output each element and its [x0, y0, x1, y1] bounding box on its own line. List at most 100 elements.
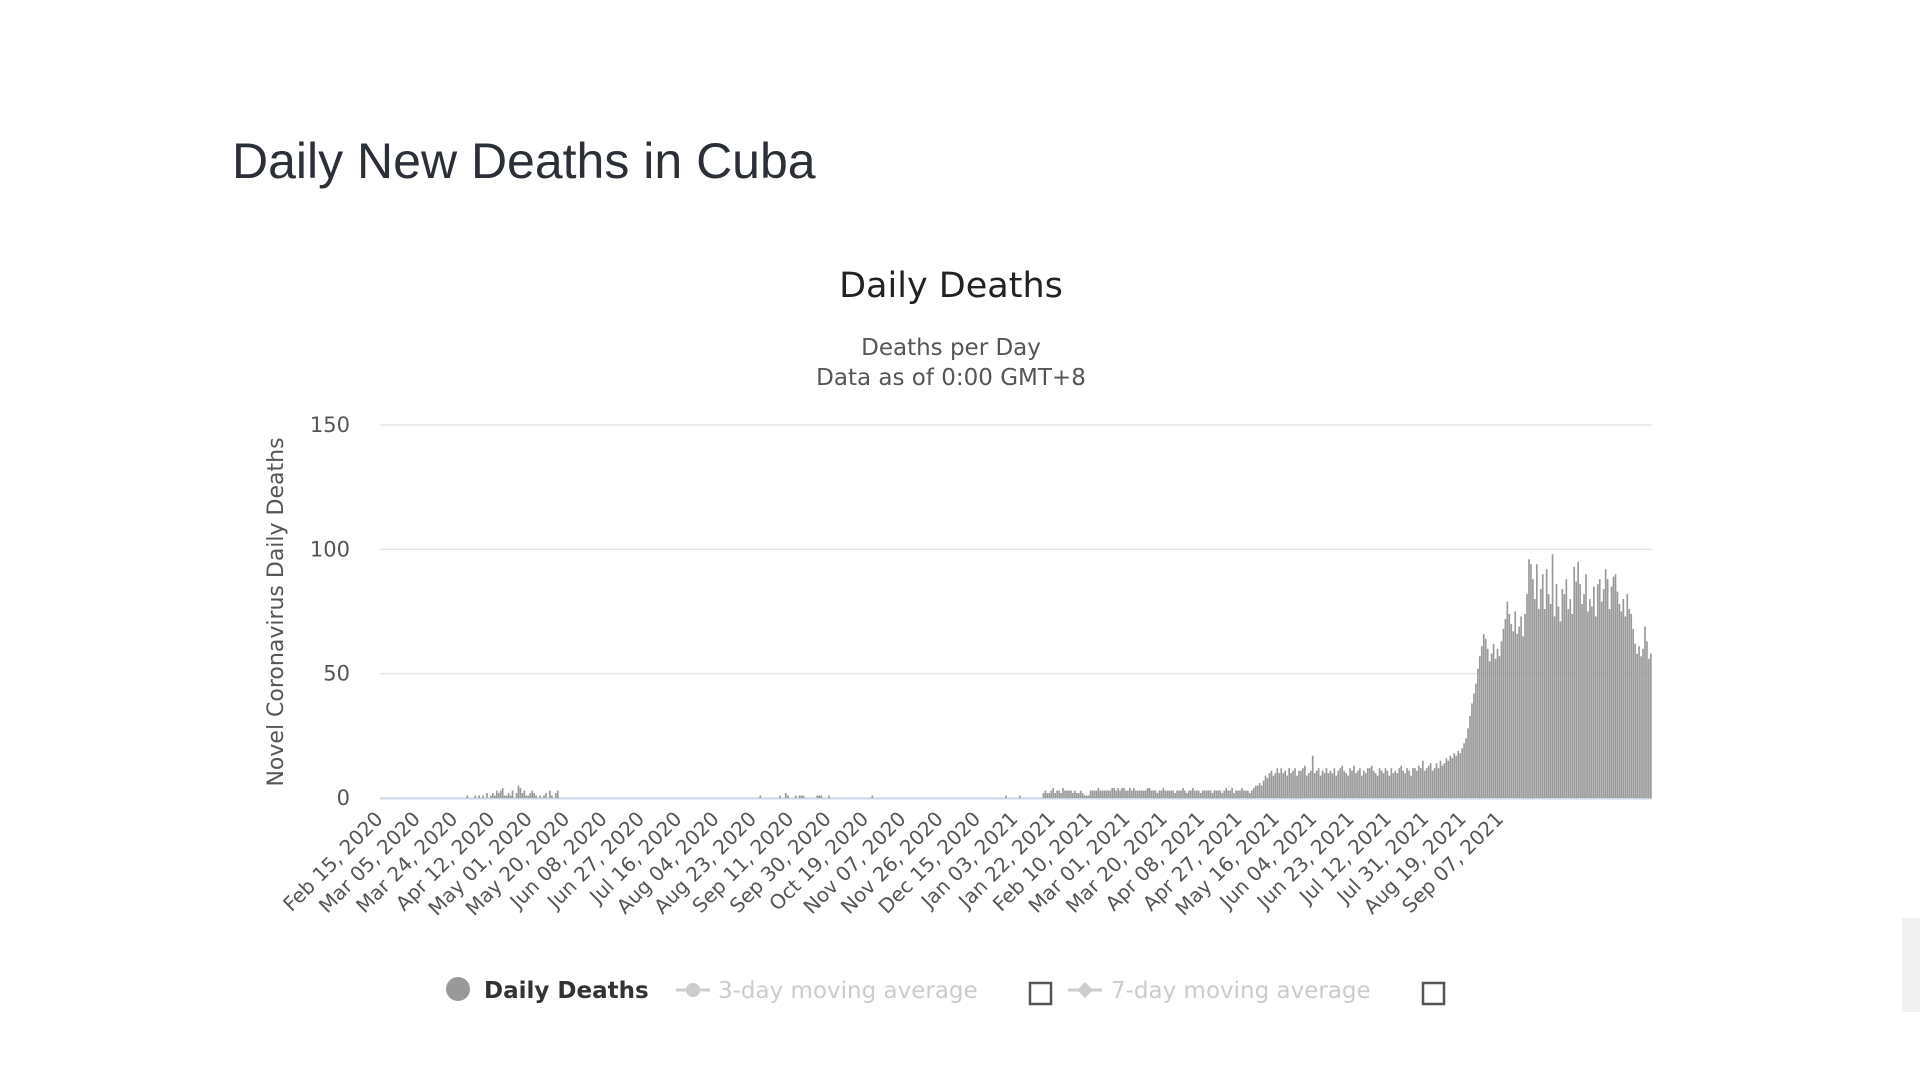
checkbox-7-day[interactable]: [1421, 981, 1446, 1006]
bar[interactable]: [1062, 788, 1064, 798]
bar[interactable]: [1260, 785, 1263, 798]
bar[interactable]: [1372, 770, 1375, 798]
bar[interactable]: [1245, 790, 1247, 798]
bar[interactable]: [1547, 594, 1550, 798]
bar[interactable]: [511, 790, 514, 798]
bar[interactable]: [1404, 773, 1406, 798]
bar[interactable]: [1410, 775, 1412, 798]
bar[interactable]: [1058, 790, 1060, 798]
bar[interactable]: [1522, 636, 1524, 798]
bar[interactable]: [1390, 768, 1393, 798]
bar[interactable]: [1506, 601, 1509, 798]
bar[interactable]: [1180, 790, 1182, 798]
bar[interactable]: [482, 795, 484, 798]
bar[interactable]: [1189, 790, 1192, 798]
bar[interactable]: [1107, 790, 1110, 798]
bar[interactable]: [1229, 790, 1231, 798]
bar[interactable]: [1459, 753, 1461, 798]
bar[interactable]: [478, 795, 480, 798]
bar[interactable]: [1589, 599, 1591, 798]
bar[interactable]: [1600, 601, 1603, 798]
bar[interactable]: [785, 793, 787, 798]
bar[interactable]: [1156, 793, 1159, 798]
bar[interactable]: [802, 795, 805, 798]
bar[interactable]: [1453, 753, 1456, 798]
bar[interactable]: [1457, 750, 1460, 798]
bar[interactable]: [1123, 788, 1125, 798]
bar[interactable]: [1195, 790, 1198, 798]
bar[interactable]: [1091, 790, 1094, 798]
bar[interactable]: [1463, 743, 1465, 798]
bar[interactable]: [1146, 788, 1149, 798]
bar[interactable]: [1614, 574, 1617, 798]
bar[interactable]: [1089, 790, 1092, 798]
bar[interactable]: [474, 795, 477, 798]
bar[interactable]: [1543, 609, 1546, 798]
bar[interactable]: [1184, 790, 1186, 798]
bar[interactable]: [533, 793, 536, 798]
bar[interactable]: [551, 795, 553, 798]
bar[interactable]: [1486, 648, 1489, 798]
bar[interactable]: [1278, 773, 1281, 798]
bar[interactable]: [521, 793, 524, 798]
bar[interactable]: [1388, 775, 1391, 798]
bar[interactable]: [1280, 768, 1283, 798]
bar[interactable]: [1374, 773, 1377, 798]
bar[interactable]: [1435, 763, 1438, 798]
bar[interactable]: [1337, 770, 1340, 798]
bar[interactable]: [1325, 768, 1328, 798]
bar[interactable]: [1427, 765, 1430, 798]
bar[interactable]: [1070, 790, 1072, 798]
bar[interactable]: [1121, 788, 1123, 798]
bar[interactable]: [1087, 795, 1090, 798]
bar[interactable]: [1514, 611, 1517, 799]
bar[interactable]: [1262, 780, 1265, 798]
bar[interactable]: [1420, 768, 1422, 798]
bar[interactable]: [1223, 790, 1226, 798]
bar[interactable]: [1105, 790, 1108, 798]
bar[interactable]: [1266, 778, 1269, 798]
bar[interactable]: [1587, 611, 1589, 799]
bar[interactable]: [1319, 775, 1322, 798]
bar[interactable]: [794, 795, 797, 798]
bar[interactable]: [1630, 613, 1633, 798]
bar[interactable]: [549, 790, 551, 798]
bar[interactable]: [1296, 775, 1298, 798]
bar[interactable]: [1252, 788, 1255, 798]
bar[interactable]: [800, 795, 803, 798]
bar[interactable]: [1117, 788, 1119, 798]
bar[interactable]: [1174, 793, 1176, 798]
bar[interactable]: [1227, 790, 1230, 798]
bar[interactable]: [1131, 790, 1133, 798]
bar[interactable]: [1005, 795, 1007, 798]
legend-item-7-day-moving-average[interactable]: 7-day moving average: [1068, 978, 1446, 1006]
bar[interactable]: [1478, 656, 1481, 798]
bar[interactable]: [1066, 790, 1068, 798]
bar[interactable]: [1482, 633, 1485, 798]
bar[interactable]: [1349, 768, 1351, 798]
bar[interactable]: [1288, 768, 1290, 798]
bar[interactable]: [1323, 773, 1326, 798]
bar[interactable]: [779, 795, 781, 798]
bar[interactable]: [1243, 790, 1245, 798]
bar[interactable]: [1439, 760, 1442, 798]
bar[interactable]: [1620, 611, 1623, 799]
bar[interactable]: [1140, 790, 1143, 798]
bar[interactable]: [1197, 790, 1200, 798]
bar[interactable]: [1516, 633, 1519, 798]
bar[interactable]: [1602, 589, 1605, 798]
bar[interactable]: [1172, 790, 1174, 798]
bar[interactable]: [1186, 793, 1188, 798]
bar[interactable]: [1465, 738, 1467, 798]
bar[interactable]: [1398, 768, 1401, 798]
bar[interactable]: [1351, 770, 1353, 798]
bar[interactable]: [531, 790, 534, 798]
bar[interactable]: [1443, 763, 1446, 798]
bar[interactable]: [1636, 653, 1638, 798]
bar[interactable]: [1097, 788, 1100, 798]
bar[interactable]: [1618, 604, 1621, 798]
bar[interactable]: [1648, 658, 1650, 798]
bar[interactable]: [1604, 569, 1607, 798]
bar[interactable]: [1341, 765, 1344, 798]
bar[interactable]: [1068, 790, 1070, 798]
